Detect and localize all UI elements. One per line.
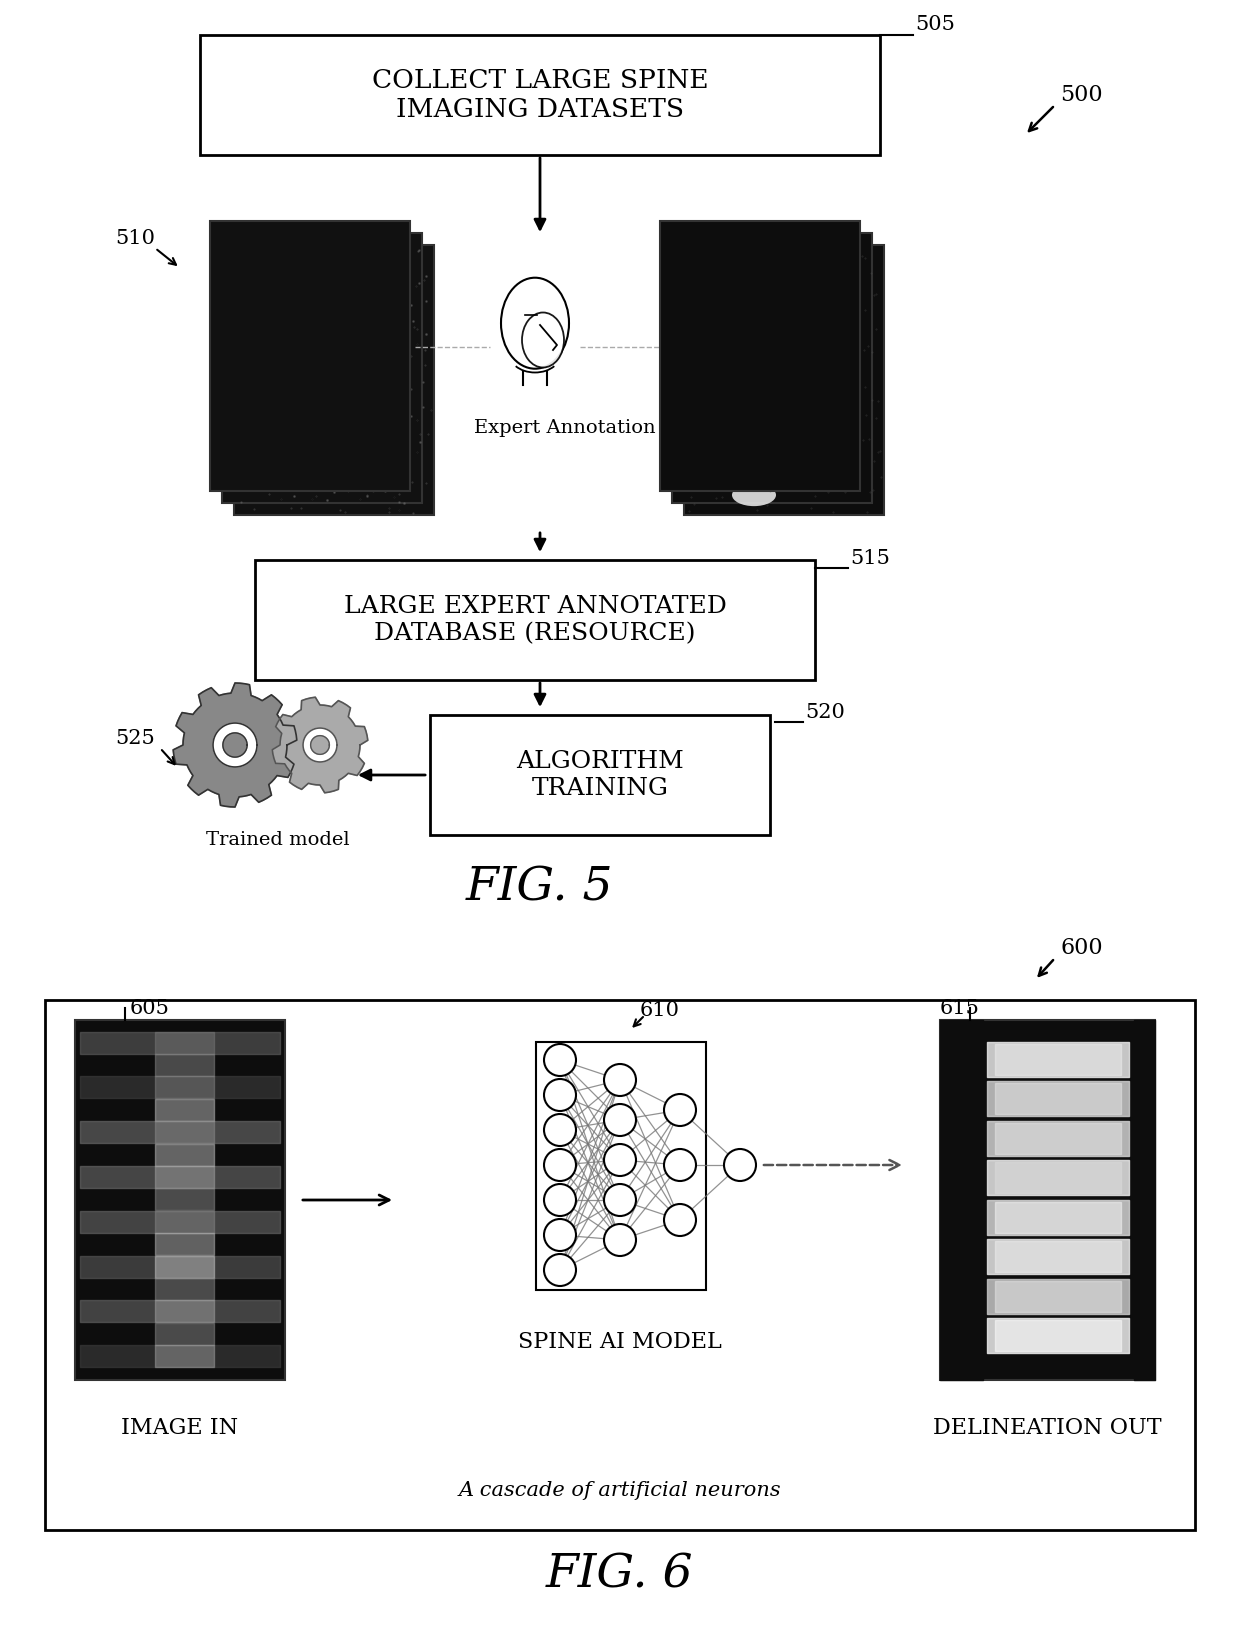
Ellipse shape	[739, 311, 784, 334]
Ellipse shape	[742, 397, 785, 420]
Polygon shape	[174, 684, 296, 807]
Circle shape	[544, 1184, 577, 1216]
Text: ALGORITHM
TRAINING: ALGORITHM TRAINING	[516, 751, 684, 799]
FancyBboxPatch shape	[940, 1021, 1154, 1381]
Text: COLLECT LARGE SPINE
IMAGING DATASETS: COLLECT LARGE SPINE IMAGING DATASETS	[372, 68, 708, 122]
Circle shape	[544, 1254, 577, 1286]
Circle shape	[604, 1104, 636, 1136]
Polygon shape	[311, 736, 330, 754]
Text: A cascade of artificial neurons: A cascade of artificial neurons	[459, 1480, 781, 1499]
Circle shape	[604, 1065, 636, 1096]
Text: Trained model: Trained model	[206, 830, 350, 848]
Text: 505: 505	[915, 16, 955, 34]
Text: 615: 615	[940, 998, 980, 1018]
FancyBboxPatch shape	[74, 1021, 285, 1381]
FancyBboxPatch shape	[222, 233, 422, 503]
Ellipse shape	[522, 313, 564, 368]
FancyBboxPatch shape	[536, 1042, 706, 1289]
Circle shape	[544, 1044, 577, 1076]
FancyBboxPatch shape	[672, 233, 872, 503]
Polygon shape	[303, 728, 337, 762]
Circle shape	[544, 1079, 577, 1110]
Ellipse shape	[732, 254, 776, 277]
Circle shape	[544, 1114, 577, 1146]
Ellipse shape	[739, 427, 784, 449]
FancyBboxPatch shape	[200, 34, 880, 155]
Polygon shape	[223, 733, 247, 757]
Text: 500: 500	[1060, 85, 1102, 106]
Text: FIG. 5: FIG. 5	[466, 866, 614, 910]
Text: FIG. 6: FIG. 6	[546, 1553, 694, 1597]
Circle shape	[604, 1144, 636, 1175]
FancyBboxPatch shape	[255, 560, 815, 681]
Circle shape	[544, 1149, 577, 1180]
Text: 600: 600	[1060, 938, 1102, 959]
Circle shape	[663, 1205, 696, 1236]
Text: Expert Annotation: Expert Annotation	[474, 418, 656, 436]
FancyBboxPatch shape	[430, 715, 770, 835]
Text: 510: 510	[115, 228, 155, 247]
FancyBboxPatch shape	[684, 244, 884, 514]
Ellipse shape	[732, 484, 776, 506]
Circle shape	[724, 1149, 756, 1180]
FancyBboxPatch shape	[45, 1000, 1195, 1530]
Circle shape	[604, 1224, 636, 1255]
Ellipse shape	[742, 340, 785, 363]
FancyBboxPatch shape	[660, 221, 861, 492]
Ellipse shape	[735, 283, 780, 304]
Ellipse shape	[735, 456, 780, 477]
FancyBboxPatch shape	[234, 244, 434, 514]
Text: 610: 610	[640, 1001, 680, 1019]
Polygon shape	[213, 723, 257, 767]
Text: LARGE EXPERT ANNOTATED
DATABASE (RESOURCE): LARGE EXPERT ANNOTATED DATABASE (RESOURC…	[343, 596, 727, 645]
Text: 605: 605	[130, 998, 170, 1018]
Circle shape	[544, 1219, 577, 1250]
Text: SPINE AI MODEL: SPINE AI MODEL	[518, 1332, 722, 1353]
FancyBboxPatch shape	[210, 221, 410, 492]
Polygon shape	[273, 697, 368, 793]
Circle shape	[663, 1094, 696, 1127]
Text: 520: 520	[805, 703, 844, 721]
Text: IMAGE IN: IMAGE IN	[122, 1416, 238, 1439]
Text: 525: 525	[115, 728, 155, 747]
Text: DELINEATION OUT: DELINEATION OUT	[934, 1416, 1162, 1439]
Ellipse shape	[501, 278, 569, 368]
Ellipse shape	[742, 370, 786, 391]
Circle shape	[663, 1149, 696, 1180]
Text: 515: 515	[849, 549, 890, 568]
Circle shape	[604, 1184, 636, 1216]
